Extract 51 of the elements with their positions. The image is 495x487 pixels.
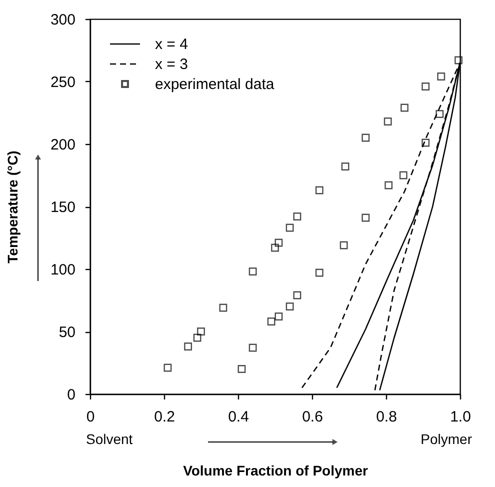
point	[315, 186, 324, 194]
y-tick-label: 50	[58, 324, 76, 341]
point	[362, 214, 370, 222]
y-tick-label: 200	[50, 136, 76, 154]
point	[437, 72, 446, 80]
x-tick-label: 1.0	[450, 408, 471, 426]
point	[400, 104, 408, 112]
point	[341, 162, 350, 170]
point	[399, 171, 408, 180]
point	[422, 138, 430, 147]
x-tick-label: 0.2	[154, 408, 175, 426]
point	[293, 291, 302, 300]
text: Solvent	[86, 431, 133, 447]
point	[315, 268, 324, 277]
point	[286, 302, 294, 310]
x-tick-label: 0.6	[302, 408, 323, 426]
x-tick-label: 0.4	[228, 408, 249, 426]
point	[454, 56, 462, 64]
x-tick-label: 0.8	[376, 408, 397, 426]
text: Polymer	[420, 431, 472, 447]
point	[286, 224, 294, 232]
point	[164, 364, 172, 372]
point	[362, 134, 370, 142]
point	[384, 118, 392, 126]
point	[384, 181, 393, 190]
point	[340, 241, 348, 250]
point	[184, 342, 192, 350]
point	[422, 82, 430, 90]
point	[436, 110, 444, 118]
y-tick-label: 100	[50, 262, 76, 278]
y-axis-title: Temperature (°C)	[4, 150, 20, 264]
point	[197, 328, 205, 336]
point	[267, 318, 276, 326]
point	[248, 344, 257, 352]
point	[274, 312, 283, 320]
point	[193, 334, 202, 342]
point	[293, 212, 302, 220]
legend-label: experimental data	[155, 76, 275, 93]
x-axis-title: Volume Fraction of Polymer	[183, 462, 368, 478]
point	[248, 268, 257, 276]
legend-label: x = 4	[155, 36, 188, 53]
x-tick-label: 0	[86, 408, 95, 426]
legend-label: x = 3	[155, 56, 188, 73]
point	[271, 244, 279, 252]
point	[238, 365, 246, 373]
point	[219, 304, 228, 312]
y-tick-label: 0	[67, 386, 76, 404]
y-tick-label: 250	[50, 74, 76, 91]
y-tick-label: 150	[50, 199, 76, 216]
point	[274, 238, 283, 247]
y-tick-label: 300	[50, 12, 76, 28]
